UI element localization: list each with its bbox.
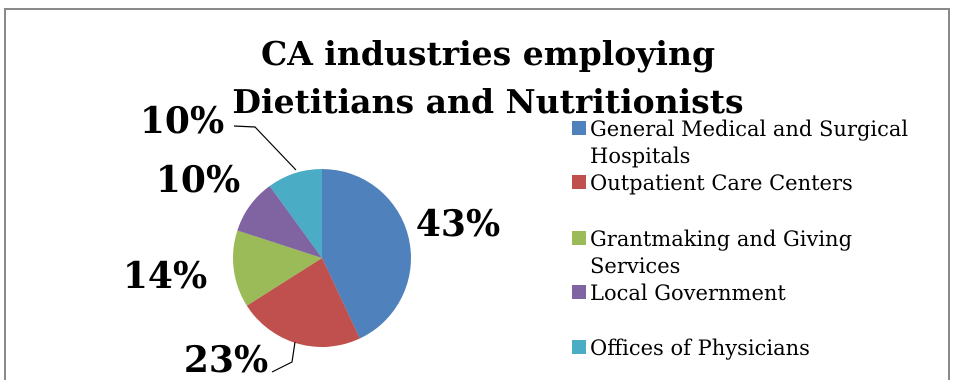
pie-slice-3 (233, 230, 322, 306)
legend-label-3-line-1: Grantmaking and Giving (590, 227, 852, 251)
legend-label-5: Offices of Physicians (590, 336, 810, 360)
legend-label-1-line-1: General Medical and Surgical (590, 117, 908, 141)
chart-title-line-2: Dietitians and Nutritionists (232, 82, 743, 121)
legend-swatch-4 (572, 285, 586, 299)
legend-label-2: Outpatient Care Centers (590, 171, 853, 195)
data-label-3: 14% (123, 255, 207, 297)
legend-label-1-line-2: Hospitals (590, 144, 690, 168)
legend-swatch-3 (572, 231, 586, 245)
pie-slice-1 (322, 169, 411, 339)
legend-swatch-2 (572, 175, 586, 189)
data-label-1: 43% (416, 203, 500, 245)
pie-slice-2 (246, 258, 360, 348)
legend-label-3-line-2: Services (590, 254, 680, 278)
leader-line-2 (271, 341, 296, 373)
data-label-4: 10% (156, 159, 240, 201)
chart-title-line-1: CA industries employing (261, 34, 715, 73)
legend-label-4: Local Government (590, 281, 786, 305)
data-label-5: 10% (140, 100, 224, 142)
data-label-2: 23% (184, 339, 268, 381)
chart-frame (4, 8, 950, 380)
pie-slice-4 (237, 186, 322, 258)
leader-line-5 (233, 125, 297, 171)
pie-slice-5 (269, 169, 322, 258)
legend-swatch-5 (572, 340, 586, 354)
legend-swatch-1 (572, 121, 586, 135)
